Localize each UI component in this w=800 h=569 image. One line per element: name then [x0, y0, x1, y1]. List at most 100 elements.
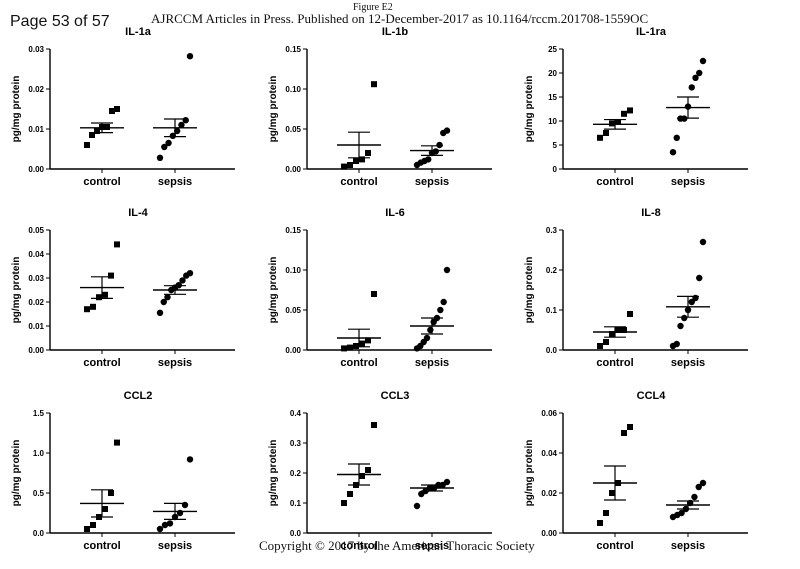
- y-axis-label: pg/mg protein: [268, 440, 279, 507]
- x-tick-label: sepsis: [158, 357, 192, 369]
- data-point: [186, 53, 194, 60]
- data-point: [691, 493, 698, 501]
- data-point: [681, 314, 688, 322]
- x-tick-label: sepsis: [158, 540, 192, 552]
- data-point: [347, 162, 353, 168]
- chart-title: IL-1ra: [636, 26, 667, 38]
- data-point: [688, 84, 695, 91]
- data-point: [341, 345, 347, 352]
- x-tick-label: sepsis: [415, 540, 449, 552]
- panel-il-6: 0.00 0.05 0.10 0.15 IL-6 pg/mg protein control…: [268, 207, 492, 369]
- x-tick-label: sepsis: [671, 176, 705, 188]
- chart-title: IL-4: [128, 207, 148, 219]
- x-tick-label: control: [340, 176, 377, 188]
- data-point: [114, 241, 120, 248]
- chart-title: IL-1a: [125, 26, 152, 38]
- data-point: [156, 525, 164, 533]
- chart-title: IL-8: [641, 207, 661, 219]
- data-point: [621, 110, 627, 117]
- data-point: [181, 501, 189, 509]
- data-point: [688, 298, 695, 306]
- y-tick-label: 1.5: [33, 409, 45, 418]
- y-tick-label: 0.10: [285, 85, 301, 94]
- data-point: [597, 134, 603, 141]
- y-tick-label: 0.3: [290, 439, 302, 448]
- y-axis-label: pg/mg protein: [11, 76, 22, 143]
- data-point: [609, 490, 615, 496]
- y-tick-label: 0.1: [290, 499, 302, 508]
- y-tick-label: 1.0: [33, 449, 45, 458]
- y-tick-label: 0.01: [28, 322, 44, 331]
- data-point: [89, 132, 95, 138]
- figure-label: Figure E2: [353, 2, 393, 13]
- data-point: [84, 526, 90, 532]
- panel-ccl4: 0.00 0.02 0.04 0.06 CCL4 pg/mg protein control…: [524, 390, 748, 552]
- data-point: [603, 130, 609, 136]
- data-point: [359, 473, 365, 479]
- data-point: [365, 337, 371, 344]
- data-point: [102, 506, 108, 512]
- data-point: [678, 509, 685, 517]
- chart-title: CCL3: [381, 390, 410, 402]
- page-number: Page 53 of 57: [10, 13, 110, 30]
- data-point: [104, 124, 110, 130]
- y-tick-label: 0.15: [285, 226, 301, 235]
- data-point: [443, 127, 451, 134]
- y-tick-label: 15: [548, 93, 557, 102]
- data-point: [186, 270, 194, 277]
- y-tick-label: 0.01: [28, 125, 44, 134]
- x-tick-label: control: [596, 540, 633, 552]
- data-point: [669, 149, 677, 156]
- y-tick-label: 0.15: [285, 45, 301, 54]
- data-point: [182, 117, 189, 124]
- y-tick-label: 5: [553, 141, 558, 150]
- data-point: [365, 150, 371, 156]
- data-point: [84, 306, 90, 313]
- data-point: [96, 294, 102, 301]
- y-tick-label: 0.00: [28, 346, 44, 355]
- data-point: [84, 142, 90, 148]
- data-point: [341, 163, 347, 170]
- y-axis-label: pg/mg protein: [268, 76, 279, 143]
- y-tick-label: 0.00: [541, 529, 557, 538]
- data-point: [621, 327, 627, 333]
- data-point: [696, 69, 703, 77]
- data-point: [108, 490, 114, 496]
- data-point: [353, 343, 359, 349]
- data-point: [359, 156, 365, 163]
- y-tick-label: 0.3: [546, 226, 558, 235]
- data-point: [156, 309, 164, 316]
- data-point: [108, 272, 114, 279]
- x-tick-label: control: [340, 357, 377, 369]
- copyright-footer: Copyright © 2017 by the American Thoraci…: [259, 538, 535, 553]
- panel-ccl3: 0.0 0.1 0.2 0.3 0.4 CCL3 pg/mg protein control s…: [268, 390, 492, 552]
- data-point: [699, 479, 707, 487]
- y-tick-label: 0.02: [28, 85, 44, 94]
- data-point: [615, 118, 621, 125]
- data-point: [425, 156, 432, 163]
- data-point: [102, 291, 108, 298]
- data-point: [94, 128, 100, 134]
- data-point: [597, 343, 603, 349]
- x-tick-label: control: [596, 176, 633, 188]
- chart-title: IL-6: [385, 207, 405, 219]
- y-tick-label: 0.00: [285, 346, 301, 355]
- data-point: [437, 306, 444, 314]
- data-point: [696, 274, 703, 282]
- data-point: [166, 520, 174, 527]
- data-point: [347, 491, 353, 497]
- y-tick-label: 0.02: [28, 298, 44, 307]
- data-point: [160, 298, 167, 306]
- journal-header: AJRCCM Articles in Press. Published on 1…: [151, 11, 649, 26]
- y-tick-label: 0: [553, 165, 558, 174]
- data-point: [341, 500, 347, 506]
- data-point: [603, 510, 609, 516]
- y-tick-label: 0.03: [28, 45, 44, 54]
- data-point: [615, 327, 621, 333]
- panel-il-1ra: 0 5 10 15 20 25 IL-1ra pg/mg protein control seps…: [524, 26, 748, 188]
- x-tick-label: control: [83, 357, 120, 369]
- data-point: [692, 74, 699, 82]
- data-point: [164, 294, 171, 301]
- y-tick-label: 10: [548, 117, 557, 126]
- y-axis-label: pg/mg protein: [11, 257, 22, 324]
